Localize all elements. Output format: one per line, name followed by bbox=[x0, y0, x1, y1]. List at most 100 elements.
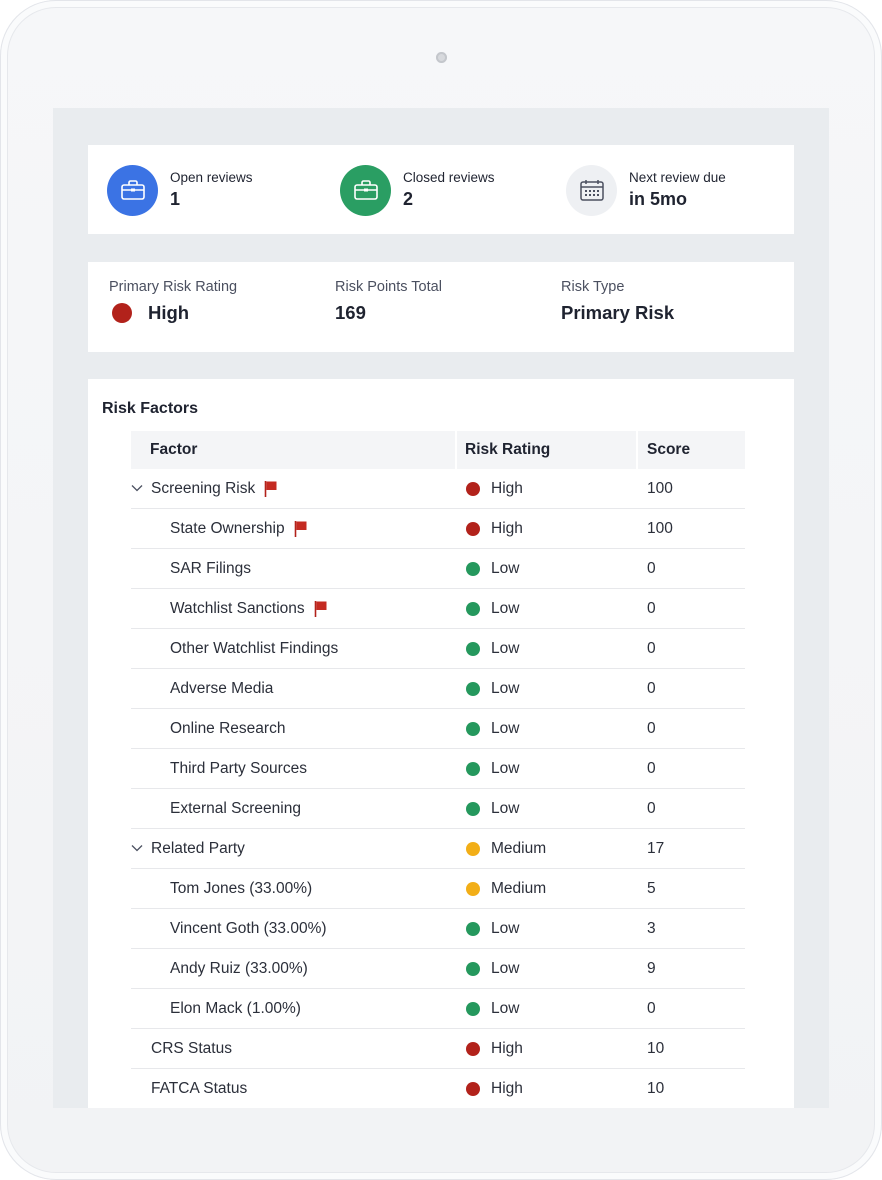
table-row[interactable]: Vincent Goth (33.00%) Low 3 bbox=[131, 909, 745, 949]
table-row[interactable]: External Screening Low 0 bbox=[131, 789, 745, 829]
risk-rating-label: High bbox=[491, 479, 523, 497]
rating-status-dot bbox=[466, 521, 480, 536]
rating-status-dot bbox=[466, 841, 480, 856]
flag-icon bbox=[314, 600, 328, 617]
chevron-down-icon[interactable] bbox=[131, 843, 145, 855]
factor-cell: SAR Filings bbox=[170, 549, 251, 588]
table-row[interactable]: Watchlist Sanctions Low 0 bbox=[131, 589, 745, 629]
factor-cell: Watchlist Sanctions bbox=[170, 589, 328, 628]
factor-name: Andy Ruiz (33.00%) bbox=[170, 959, 308, 977]
risk-status-dot bbox=[112, 303, 132, 323]
factor-name: SAR Filings bbox=[170, 559, 251, 577]
rating-status-dot bbox=[466, 681, 480, 696]
rating-status-dot bbox=[466, 561, 480, 576]
factor-cell: Online Research bbox=[170, 709, 285, 748]
rating-status-dot bbox=[466, 761, 480, 776]
table-row[interactable]: Online Research Low 0 bbox=[131, 709, 745, 749]
factor-cell: Vincent Goth (33.00%) bbox=[170, 909, 327, 948]
open-reviews-stat[interactable]: Open reviews 1 bbox=[107, 163, 253, 217]
table-row[interactable]: SAR Filings Low 0 bbox=[131, 549, 745, 589]
risk-factors-table: Factor Risk Rating Score Screening Risk H… bbox=[131, 431, 745, 1108]
factor-cell: Tom Jones (33.00%) bbox=[170, 869, 312, 908]
column-header-risk-rating[interactable]: Risk Rating bbox=[465, 441, 551, 458]
score-cell: 10 bbox=[647, 1039, 665, 1057]
risk-type: Risk Type Primary Risk bbox=[561, 278, 674, 325]
table-row[interactable]: CRS Status High 10 bbox=[131, 1029, 745, 1069]
risk-rating-label: Low bbox=[491, 599, 520, 617]
briefcase-icon bbox=[107, 164, 158, 216]
score-cell: 0 bbox=[647, 559, 656, 577]
risk-rating-cell: High bbox=[466, 1029, 523, 1068]
primary-risk-rating: Primary Risk Rating High bbox=[109, 278, 237, 325]
closed-reviews-label: Closed reviews bbox=[403, 170, 495, 185]
risk-rating-label: Low bbox=[491, 559, 520, 577]
risk-rating-label: Low bbox=[491, 719, 520, 737]
score-cell: 100 bbox=[647, 479, 673, 497]
risk-rating-cell: Medium bbox=[466, 869, 546, 908]
factor-name: Vincent Goth (33.00%) bbox=[170, 919, 327, 937]
risk-rating-label: Low bbox=[491, 999, 520, 1017]
camera-icon bbox=[436, 52, 447, 63]
next-review-value: in 5mo bbox=[629, 189, 688, 209]
rating-status-dot bbox=[466, 481, 480, 496]
next-review-label: Next review due bbox=[629, 170, 726, 185]
risk-summary-card: Primary Risk Rating High Risk Points Tot… bbox=[88, 262, 794, 352]
risk-rating-label: Medium bbox=[491, 879, 547, 897]
score-cell: 0 bbox=[647, 639, 656, 657]
risk-rating-cell: Low bbox=[466, 989, 519, 1028]
risk-rating-cell: Low bbox=[466, 709, 519, 748]
table-row[interactable]: Adverse Media Low 0 bbox=[131, 669, 745, 709]
risk-rating-label: Low bbox=[491, 639, 520, 657]
table-row[interactable]: Screening Risk High 100 bbox=[131, 469, 745, 509]
score-cell: 0 bbox=[647, 799, 656, 817]
table-row[interactable]: State Ownership High 100 bbox=[131, 509, 745, 549]
rating-status-dot bbox=[466, 1041, 480, 1056]
table-row[interactable]: Other Watchlist Findings Low 0 bbox=[131, 629, 745, 669]
risk-rating-cell: Low bbox=[466, 549, 519, 588]
risk-rating-cell: Low bbox=[466, 589, 519, 628]
factor-cell: Third Party Sources bbox=[170, 749, 307, 788]
rating-status-dot bbox=[466, 961, 480, 976]
factor-name: Other Watchlist Findings bbox=[170, 639, 339, 657]
table-row[interactable]: Third Party Sources Low 0 bbox=[131, 749, 745, 789]
factor-name: Related Party bbox=[151, 839, 245, 857]
factor-cell: State Ownership bbox=[170, 509, 308, 548]
risk-type-value: Primary Risk bbox=[561, 302, 675, 323]
closed-reviews-count: 2 bbox=[403, 189, 414, 209]
table-row[interactable]: Elon Mack (1.00%) Low 0 bbox=[131, 989, 745, 1029]
factor-cell: Screening Risk bbox=[131, 469, 278, 508]
rating-status-dot bbox=[466, 601, 480, 616]
score-cell: 0 bbox=[647, 599, 656, 617]
open-reviews-count: 1 bbox=[170, 189, 181, 209]
factor-name: Screening Risk bbox=[151, 479, 256, 497]
risk-rating-label: Low bbox=[491, 959, 520, 977]
factor-cell: Elon Mack (1.00%) bbox=[170, 989, 301, 1028]
calendar-icon bbox=[566, 164, 617, 216]
app-screen: Open reviews 1 Closed reviews 2 Next r bbox=[53, 108, 829, 1108]
column-header-factor[interactable]: Factor bbox=[150, 441, 198, 458]
score-cell: 3 bbox=[647, 919, 656, 937]
rating-status-dot bbox=[466, 881, 480, 896]
flag-icon bbox=[264, 480, 278, 497]
next-review-stat[interactable]: Next review due in 5mo bbox=[566, 163, 726, 217]
risk-rating-cell: Medium bbox=[466, 829, 546, 868]
risk-rating-label: Low bbox=[491, 759, 520, 777]
chevron-down-icon[interactable] bbox=[131, 483, 145, 495]
rating-status-dot bbox=[466, 1001, 480, 1016]
closed-reviews-stat[interactable]: Closed reviews 2 bbox=[340, 163, 495, 217]
risk-rating-cell: Low bbox=[466, 909, 519, 948]
factor-name: External Screening bbox=[170, 799, 301, 817]
factor-cell: Other Watchlist Findings bbox=[170, 629, 338, 668]
table-row[interactable]: Andy Ruiz (33.00%) Low 9 bbox=[131, 949, 745, 989]
risk-rating-label: Medium bbox=[491, 839, 547, 857]
table-row[interactable]: Tom Jones (33.00%) Medium 5 bbox=[131, 869, 745, 909]
factor-name: Adverse Media bbox=[170, 679, 274, 697]
column-header-score[interactable]: Score bbox=[647, 441, 691, 458]
score-cell: 5 bbox=[647, 879, 656, 897]
factor-cell: CRS Status bbox=[151, 1029, 232, 1068]
column-divider bbox=[455, 431, 457, 469]
table-row[interactable]: Related Party Medium 17 bbox=[131, 829, 745, 869]
risk-rating-label: Low bbox=[491, 679, 520, 697]
briefcase-icon bbox=[340, 164, 391, 216]
